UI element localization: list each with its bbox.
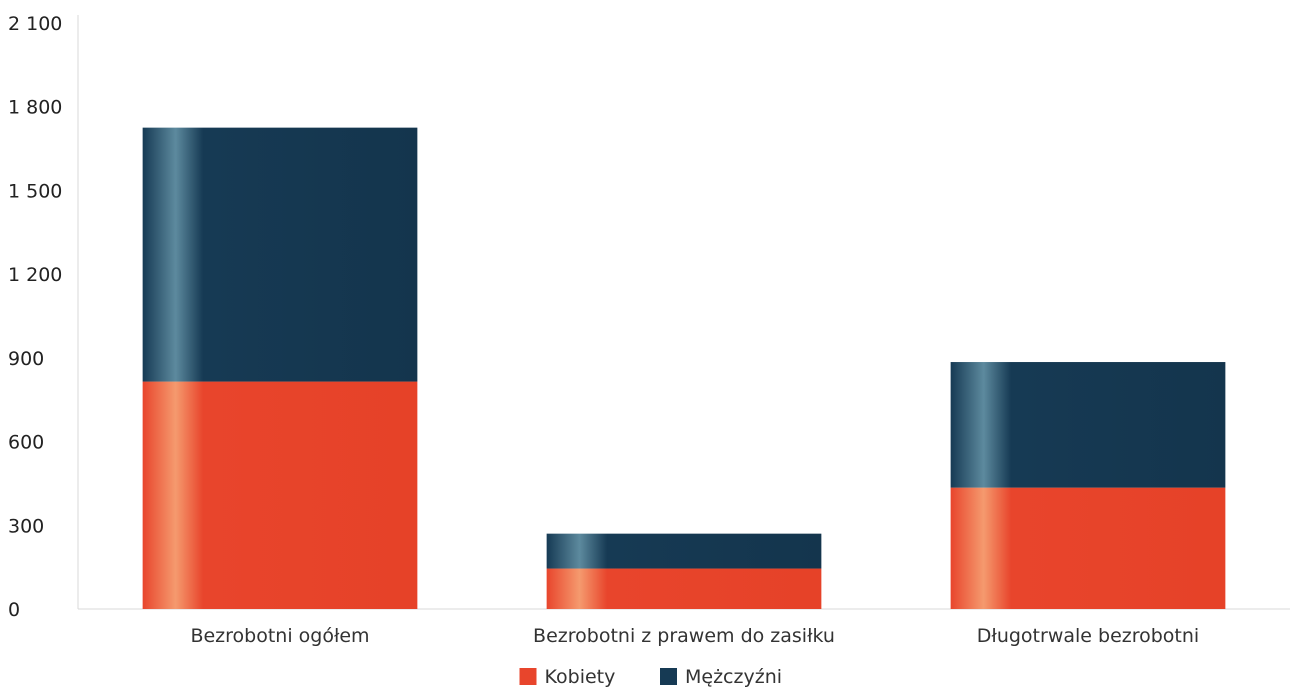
bars-layer (142, 127, 1226, 609)
labels-layer: 0 300 600 900 1 200 1 500 1 800 2 100 Bezrobotni… (8, 13, 1199, 647)
legend-swatch-0 (519, 668, 537, 685)
y-tick-label: 900 (8, 348, 44, 370)
legend-swatch-1 (660, 668, 677, 685)
bar-segment-m-czy-ni-0 (142, 127, 418, 382)
y-tick-label: 1 200 (8, 264, 62, 286)
x-category-label: Bezrobotni z prawem do zasiłku (533, 625, 835, 647)
bar-segment-kobiety-2 (950, 487, 1226, 609)
y-tick-label: 1 800 (8, 97, 62, 119)
bar-segment-m-czy-ni-2 (950, 362, 1226, 488)
y-tick-label: 1 500 (8, 180, 62, 202)
y-tick-label: 2 100 (8, 13, 62, 35)
legend: Kobiety Mężczyźni (519, 666, 782, 688)
bar-segment-kobiety-1 (546, 568, 822, 609)
y-tick-label: 300 (8, 515, 44, 537)
bar-segment-kobiety-0 (142, 381, 418, 609)
legend-label: Mężczyźni (685, 666, 782, 688)
x-category-label: Długotrwale bezrobotni (977, 625, 1199, 647)
y-tick-label: 0 (8, 599, 20, 621)
legend-label: Kobiety (545, 666, 616, 688)
bar-segment-m-czy-ni-1 (546, 533, 822, 569)
y-tick-label: 600 (8, 432, 44, 454)
x-category-label: Bezrobotni ogółem (190, 625, 369, 647)
